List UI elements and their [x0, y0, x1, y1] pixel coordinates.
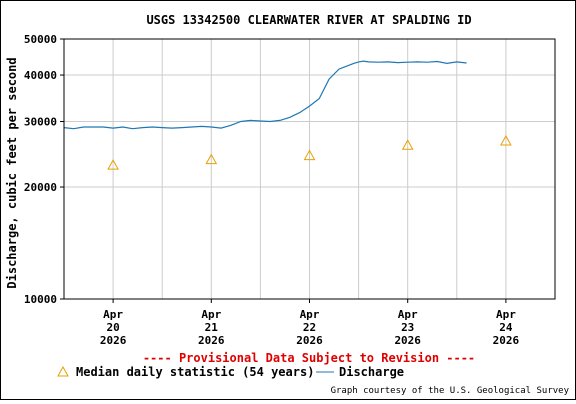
x-tick-month: Apr: [201, 308, 221, 321]
provisional-data-notice: ---- Provisional Data Subject to Revisio…: [143, 351, 475, 365]
chart-title: USGS 13342500 CLEARWATER RIVER AT SPALDI…: [146, 13, 471, 27]
y-tick-label: 10000: [24, 293, 57, 306]
median-point: [205, 153, 218, 165]
y-tick-label: 20000: [24, 181, 57, 194]
x-tick-day: 21: [205, 321, 219, 334]
x-tick-year: 2026: [394, 334, 421, 347]
x-tick-month: Apr: [398, 308, 418, 321]
y-axis-label: Discharge, cubic feet per second: [5, 57, 19, 288]
x-tick-day: 23: [401, 321, 414, 334]
x-tick-year: 2026: [100, 334, 127, 347]
legend-median-marker: [57, 365, 69, 377]
x-tick-month: Apr: [300, 308, 320, 321]
y-tick-label: 40000: [24, 69, 57, 82]
legend: Median daily statistic (54 years) Discha…: [57, 365, 404, 379]
x-tick-month: Apr: [496, 308, 516, 321]
x-axis-ticks: Apr202026Apr212026Apr222026Apr232026Apr2…: [100, 299, 520, 347]
plot-series: [63, 60, 512, 170]
grid-lines: [64, 39, 555, 299]
x-tick-year: 2026: [198, 334, 225, 347]
median-point: [401, 139, 414, 150]
x-tick-day: 22: [303, 321, 316, 334]
median-point: [303, 149, 316, 161]
x-tick-day: 24: [499, 321, 513, 334]
x-tick-year: 2026: [493, 334, 520, 347]
discharge-series-line: [63, 60, 467, 130]
x-tick-month: Apr: [103, 308, 123, 321]
y-axis-ticks: 10000 20000 30000 40000 50000: [24, 33, 64, 306]
y-tick-label: 30000: [24, 116, 57, 129]
x-tick-day: 20: [106, 321, 119, 334]
x-tick-year: 2026: [296, 334, 323, 347]
median-point: [107, 159, 119, 170]
legend-discharge-label: Discharge: [339, 365, 404, 379]
credit-line: Graph courtesy of the U.S. Geological Su…: [331, 386, 570, 396]
median-point: [500, 134, 512, 146]
legend-median-label: Median daily statistic (54 years): [76, 365, 314, 379]
y-tick-label: 50000: [24, 33, 57, 46]
